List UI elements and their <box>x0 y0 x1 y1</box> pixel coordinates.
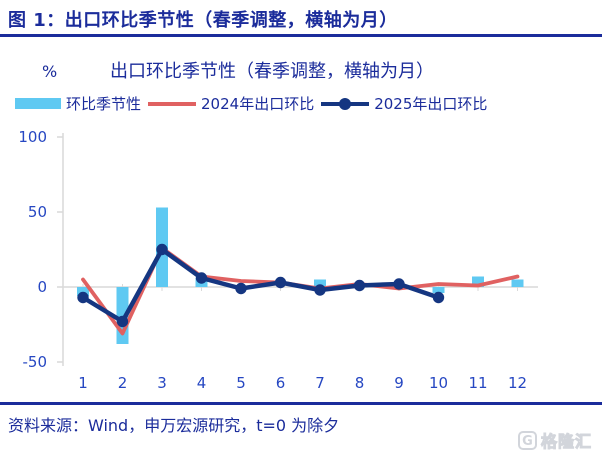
figure-header-title: 图 1：出口环比季节性（春季调整，横轴为月） <box>8 10 398 31</box>
data-point-marker <box>195 272 208 284</box>
gelonghui-logo-icon: G <box>517 430 537 450</box>
data-point-marker <box>235 282 247 295</box>
footer-divider <box>0 402 602 405</box>
x-axis-tick-label: 2 <box>118 374 128 392</box>
bar-seasonality <box>432 287 445 293</box>
x-axis-tick-label: 9 <box>394 374 404 392</box>
data-point-marker <box>156 243 168 256</box>
bar-swatch-icon <box>15 98 61 109</box>
y-axis-tick-label: 100 <box>18 128 47 146</box>
bar-seasonality <box>511 279 524 287</box>
x-axis-tick-label: 1 <box>78 374 88 392</box>
legend-label: 环比季节性 <box>66 95 142 113</box>
chart-legend: 环比季节性 2024年出口环比 2025年出口环比 <box>15 93 487 114</box>
line-swatch-icon <box>148 101 197 106</box>
x-axis-tick-label: 3 <box>157 374 167 392</box>
x-axis-tick-label: 5 <box>236 374 246 392</box>
legend-item-2024: 2024年出口环比 <box>148 93 314 114</box>
x-axis-tick-label: 4 <box>197 374 207 392</box>
data-point-marker <box>353 279 366 292</box>
gelonghui-logo-text: 格隆汇 <box>540 432 592 452</box>
legend-label: 2025年出口环比 <box>374 95 488 113</box>
legend-item-2025: 2025年出口环比 <box>321 93 487 114</box>
y-axis-tick-label: 0 <box>37 278 47 296</box>
bar-seasonality <box>314 279 326 287</box>
legend-item-seasonality: 环比季节性 <box>15 93 141 114</box>
line-2024年出口环比 <box>81 246 520 336</box>
x-axis-tick-label: 12 <box>508 374 527 392</box>
y-axis-unit-label: % <box>42 62 58 81</box>
legend-label: 2024年出口环比 <box>201 95 315 113</box>
marker-dot-icon <box>339 97 352 110</box>
gelonghui-logo: G 格隆汇 <box>517 428 592 452</box>
x-axis-tick-label: 11 <box>468 374 487 392</box>
y-axis-tick-label: 50 <box>28 203 47 221</box>
data-point-marker <box>393 278 405 290</box>
line-2025年出口环比 <box>80 247 441 324</box>
data-point-marker <box>432 291 445 304</box>
data-point-marker <box>274 276 287 289</box>
line-dot-swatch-icon <box>321 97 370 110</box>
x-axis-tick-label: 10 <box>429 374 448 392</box>
chart-title: 出口环比季节性（春季调整，横轴为月） <box>110 61 434 82</box>
bar-seasonality <box>472 276 484 287</box>
bar-seasonality <box>77 287 89 296</box>
x-axis-tick-label: 6 <box>276 374 286 392</box>
data-point-marker <box>116 315 129 328</box>
y-axis-tick-label: -50 <box>23 353 48 371</box>
x-axis-tick-label: 7 <box>315 374 325 392</box>
header-underline <box>0 34 602 37</box>
data-point-marker <box>77 291 89 304</box>
source-note: 资料来源：Wind，申万宏源研究，t=0 为除夕 <box>8 416 340 435</box>
x-axis-tick-label: 8 <box>355 374 365 392</box>
data-point-marker <box>314 284 326 296</box>
